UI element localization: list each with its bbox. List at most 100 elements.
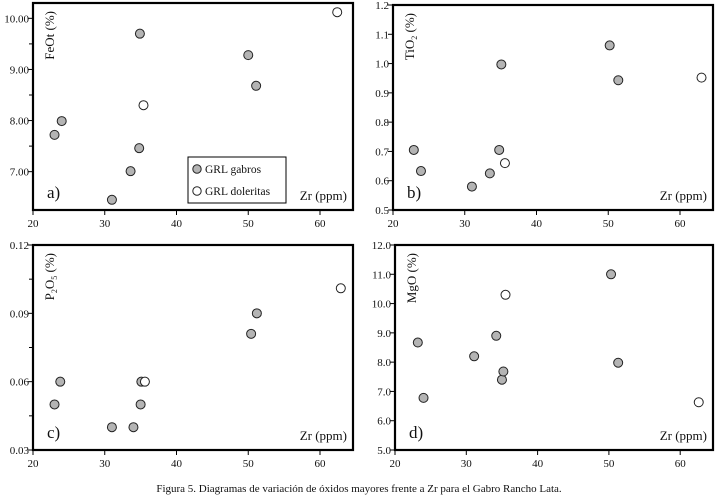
x-tick-label: 60 xyxy=(674,218,686,230)
y-tick-label: 10.00 xyxy=(4,13,29,25)
gabro-point xyxy=(251,308,262,319)
plot-frame xyxy=(31,243,355,452)
y-tick-label: 0.7 xyxy=(375,146,389,158)
gabro-point xyxy=(251,80,262,91)
x-tick-label: 50 xyxy=(243,458,255,470)
gabro-point xyxy=(125,166,136,177)
gabro-point xyxy=(106,422,117,433)
legend: GRL gabros GRL doleritas xyxy=(187,156,287,204)
x-axis-label: Zr (ppm) xyxy=(660,188,707,203)
x-tick-label: 40 xyxy=(171,458,183,470)
legend-marker-icon xyxy=(192,164,202,174)
x-tick-label: 30 xyxy=(99,218,111,230)
gabro-point xyxy=(606,269,617,280)
y-axis-label-part: 2 xyxy=(50,289,59,293)
plot-frame xyxy=(393,243,715,452)
y-tick-label: 5.0 xyxy=(377,445,391,457)
dolerita-point xyxy=(139,376,150,387)
dolerita-point xyxy=(335,283,346,294)
gabro-point xyxy=(243,50,254,61)
panel-label: d) xyxy=(409,423,423,442)
gabro-point xyxy=(408,144,419,155)
gabro-point xyxy=(494,144,505,155)
x-axis-label: Zr (ppm) xyxy=(300,188,347,203)
x-tick-label: 20 xyxy=(28,458,40,470)
y-axis-label-part: (%) xyxy=(42,253,57,276)
gabro-point xyxy=(496,374,507,385)
x-tick-label: 20 xyxy=(388,218,400,230)
y-axis-label: FeOt (%) xyxy=(42,11,57,60)
y-tick-label: 0.8 xyxy=(375,117,389,129)
gabro-point xyxy=(106,194,117,205)
panel-label: c) xyxy=(47,423,60,442)
dolerita-point xyxy=(332,7,343,18)
legend-label: GRL gabros xyxy=(205,164,262,176)
gabro-point xyxy=(613,357,624,368)
y-tick-label: 1.1 xyxy=(375,29,389,41)
x-tick-label: 60 xyxy=(314,458,326,470)
chart-panel-b: 20 30 40 50 60 0.5 0.6 0.7 0.8 0.9 1.0 1.1 1.2 TiO2 (… xyxy=(375,0,715,230)
y-axis-label-part: (%) xyxy=(402,13,417,36)
y-axis-label: TiO2 (%) xyxy=(402,13,419,60)
x-tick-label: 30 xyxy=(461,458,473,470)
gabro-point xyxy=(604,40,615,51)
x-tick-label: 60 xyxy=(314,218,326,230)
y-axis-label-part: P xyxy=(42,293,57,300)
y-axis-label-part: 5 xyxy=(50,276,59,280)
gabro-point xyxy=(496,59,507,70)
y-tick-label: 8.0 xyxy=(377,357,391,369)
y-axis-label-part: O xyxy=(42,280,57,289)
gabro-point xyxy=(415,166,426,177)
x-tick-label: 40 xyxy=(171,218,183,230)
y-axis-label: P2O5 (%) xyxy=(42,253,59,300)
dolerita-point xyxy=(499,158,510,169)
x-tick-label: 40 xyxy=(532,458,544,470)
gabro-point xyxy=(491,330,502,341)
y-tick-label: 12.0 xyxy=(372,240,392,252)
gabro-point xyxy=(134,143,145,154)
x-tick-label: 40 xyxy=(531,218,543,230)
x-tick-label: 30 xyxy=(99,458,111,470)
y-tick-label: 1.0 xyxy=(375,59,389,71)
y-tick-label: 0.9 xyxy=(375,88,389,100)
y-tick-label: 0.09 xyxy=(10,308,30,320)
y-tick-label: 0.6 xyxy=(375,176,389,188)
gabro-point xyxy=(49,399,60,410)
gabro-point xyxy=(412,337,423,348)
x-axis-label: Zr (ppm) xyxy=(300,428,347,443)
legend-label: GRL doleritas xyxy=(205,186,271,198)
y-tick-label: 0.06 xyxy=(10,377,30,389)
x-axis-label: Zr (ppm) xyxy=(660,428,707,443)
y-tick-label: 10.0 xyxy=(372,299,392,311)
y-tick-label: 7.0 xyxy=(377,386,391,398)
figure-caption: Figura 5. Diagramas de variación de óxid… xyxy=(156,483,562,495)
gabro-point xyxy=(484,168,495,179)
y-axis-label-part: FeOt (%) xyxy=(42,11,57,60)
gabro-point xyxy=(135,399,146,410)
plot-frame xyxy=(31,1,355,212)
panel-label: a) xyxy=(47,183,60,202)
x-tick-label: 30 xyxy=(459,218,471,230)
gabro-point xyxy=(613,75,624,86)
y-axis-label-part: MgO (%) xyxy=(404,253,419,303)
y-tick-label: 11.0 xyxy=(372,269,391,281)
y-tick-label: 8.00 xyxy=(10,116,30,128)
y-tick-label: 0.12 xyxy=(10,240,29,252)
chart-panel-c: 20 30 40 50 60 0.03 0.06 0.09 0.12 P2O5 (%) Zr (pp… xyxy=(10,240,355,470)
dolerita-point xyxy=(138,100,149,111)
dolerita-point xyxy=(500,289,511,300)
y-axis-label-part: 2 xyxy=(410,36,419,40)
y-tick-label: 0.03 xyxy=(10,445,30,457)
gabro-point xyxy=(466,181,477,192)
x-tick-label: 60 xyxy=(675,458,687,470)
gabro-point xyxy=(49,129,60,140)
x-tick-label: 20 xyxy=(390,458,402,470)
y-tick-label: 1.2 xyxy=(375,0,389,12)
x-tick-label: 50 xyxy=(243,218,255,230)
gabro-point xyxy=(134,28,145,39)
y-tick-label: 7.00 xyxy=(10,167,30,179)
x-tick-label: 50 xyxy=(603,218,615,230)
x-tick-label: 50 xyxy=(603,458,615,470)
gabro-point xyxy=(55,376,66,387)
